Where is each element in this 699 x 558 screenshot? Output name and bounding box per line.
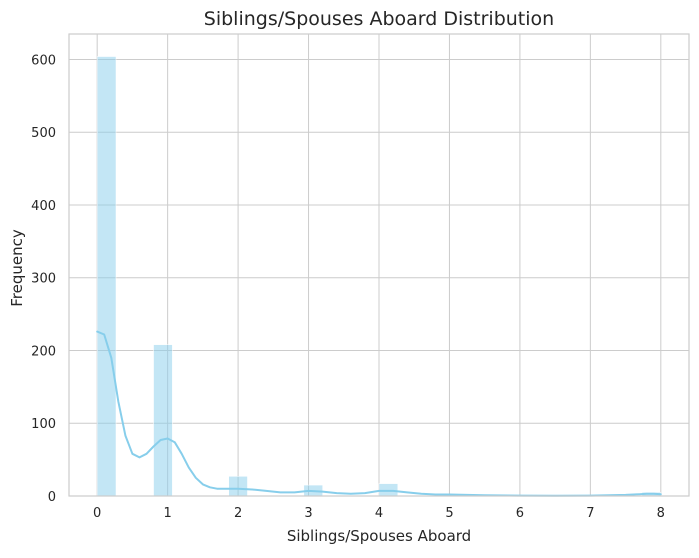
histogram-bar	[228, 476, 248, 497]
y-tick-label: 100	[31, 417, 56, 432]
histogram-bar	[153, 344, 173, 497]
x-tick-label: 5	[445, 506, 453, 521]
y-axis-label: Frequency	[8, 229, 26, 307]
chart-title: Siblings/Spouses Aboard Distribution	[204, 8, 554, 30]
plot-border	[68, 33, 690, 497]
histogram-bar	[96, 56, 117, 497]
x-tick-label: 7	[586, 506, 594, 521]
y-tick-label: 500	[31, 126, 56, 141]
x-tick-label: 1	[163, 506, 171, 521]
y-tick-label: 600	[31, 53, 56, 68]
y-tick-label: 0	[48, 490, 56, 505]
plot-frame	[68, 33, 690, 497]
y-tick-label: 200	[31, 344, 56, 359]
x-tick-label: 3	[304, 506, 312, 521]
x-tick-label: 8	[657, 506, 665, 521]
x-axis-label: Siblings/Spouses Aboard	[287, 527, 471, 545]
x-tick-label: 0	[93, 506, 101, 521]
histogram-bar	[378, 483, 399, 497]
y-ticks: 0 100 200 300 400 500 600	[31, 53, 56, 505]
x-tick-label: 2	[234, 506, 242, 521]
x-ticks: 0 1 2 3 4 5 6 7 8	[93, 506, 665, 521]
x-tick-label: 6	[516, 506, 524, 521]
y-tick-label: 300	[31, 272, 56, 287]
x-tick-label: 4	[375, 506, 383, 521]
y-tick-label: 400	[31, 199, 56, 214]
